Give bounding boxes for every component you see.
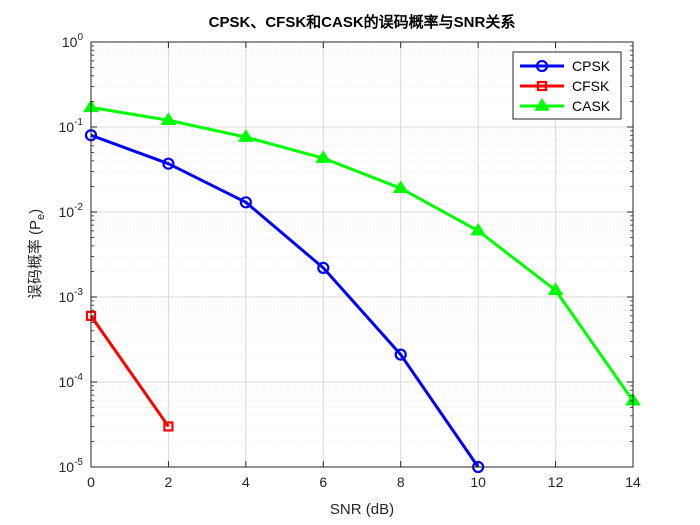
x-axis-title: SNR (dB) xyxy=(330,501,394,518)
series-cask xyxy=(83,99,641,406)
data-point xyxy=(162,157,175,170)
y-tick-base: 10 xyxy=(59,374,75,390)
ticks xyxy=(90,41,634,468)
y-tick-base: 10 xyxy=(59,459,75,475)
x-tick-label: 10 xyxy=(470,474,486,490)
y-tick-base: 10 xyxy=(59,289,75,305)
x-tick-label: 14 xyxy=(625,474,641,490)
data-point xyxy=(536,80,548,92)
y-tick-exponent: 0 xyxy=(77,32,83,43)
data-point xyxy=(392,180,409,194)
data-point xyxy=(237,129,254,142)
y-tick-label: 100 xyxy=(62,32,84,50)
y-tick-exponent: -5 xyxy=(74,457,83,468)
y-tick-label: 10-4 xyxy=(59,372,84,390)
x-tick-labels: 0 2 4 6 8 10 12 14 xyxy=(87,474,641,490)
data-point xyxy=(547,282,564,295)
y-axis-title: 误码概率 (Pe) xyxy=(27,209,47,299)
y-tick-label: 10-5 xyxy=(59,457,84,475)
data-point xyxy=(163,421,174,432)
data-point xyxy=(239,196,252,209)
series-line xyxy=(90,133,480,468)
plot-frame xyxy=(90,41,634,468)
series-line xyxy=(90,105,635,402)
y-tick-label: 10-3 xyxy=(59,287,84,305)
legend-label: CFSK xyxy=(572,78,610,94)
x-tick-label: 2 xyxy=(165,474,173,490)
y-axis-title-main: 误码概率 (P xyxy=(27,220,44,299)
y-tick-base: 10 xyxy=(62,34,78,50)
y-tick-label: 10-2 xyxy=(59,202,84,220)
legend-label: CPSK xyxy=(572,58,611,74)
legend-item-cfsk: CFSK xyxy=(520,78,610,94)
series-layer xyxy=(83,99,641,474)
y-axis-title-sub: e xyxy=(35,214,47,220)
y-tick-exponent: -2 xyxy=(74,202,83,213)
y-tick-base: 10 xyxy=(59,119,75,135)
data-point xyxy=(315,150,332,163)
y-tick-exponent: -4 xyxy=(74,372,83,383)
y-tick-label: 10-1 xyxy=(59,117,84,135)
x-tick-label: 12 xyxy=(548,474,564,490)
y-tick-exponent: -3 xyxy=(74,287,83,298)
grid xyxy=(90,41,634,468)
legend-label: CASK xyxy=(572,98,611,114)
data-point xyxy=(317,261,330,274)
y-axis-title-close: ) xyxy=(27,209,44,214)
x-tick-label: 0 xyxy=(87,474,95,490)
data-point xyxy=(394,348,407,361)
x-tick-label: 6 xyxy=(319,474,327,490)
chart-title: CPSK、CFSK和CASK的误码概率与SNR关系 xyxy=(209,13,516,31)
data-point xyxy=(160,112,177,125)
legend-item-cask: CASK xyxy=(520,98,611,114)
series-line xyxy=(89,314,170,428)
data-point xyxy=(535,59,549,73)
x-tick-label: 4 xyxy=(242,474,250,490)
legend: CPSK CFSK CASK xyxy=(512,51,622,120)
y-tick-exponent: -1 xyxy=(74,117,83,128)
data-point xyxy=(470,222,487,236)
x-tick-label: 8 xyxy=(397,474,405,490)
y-tick-base: 10 xyxy=(59,204,75,220)
data-point xyxy=(534,98,550,111)
legend-item-cpsk: CPSK xyxy=(520,58,611,74)
